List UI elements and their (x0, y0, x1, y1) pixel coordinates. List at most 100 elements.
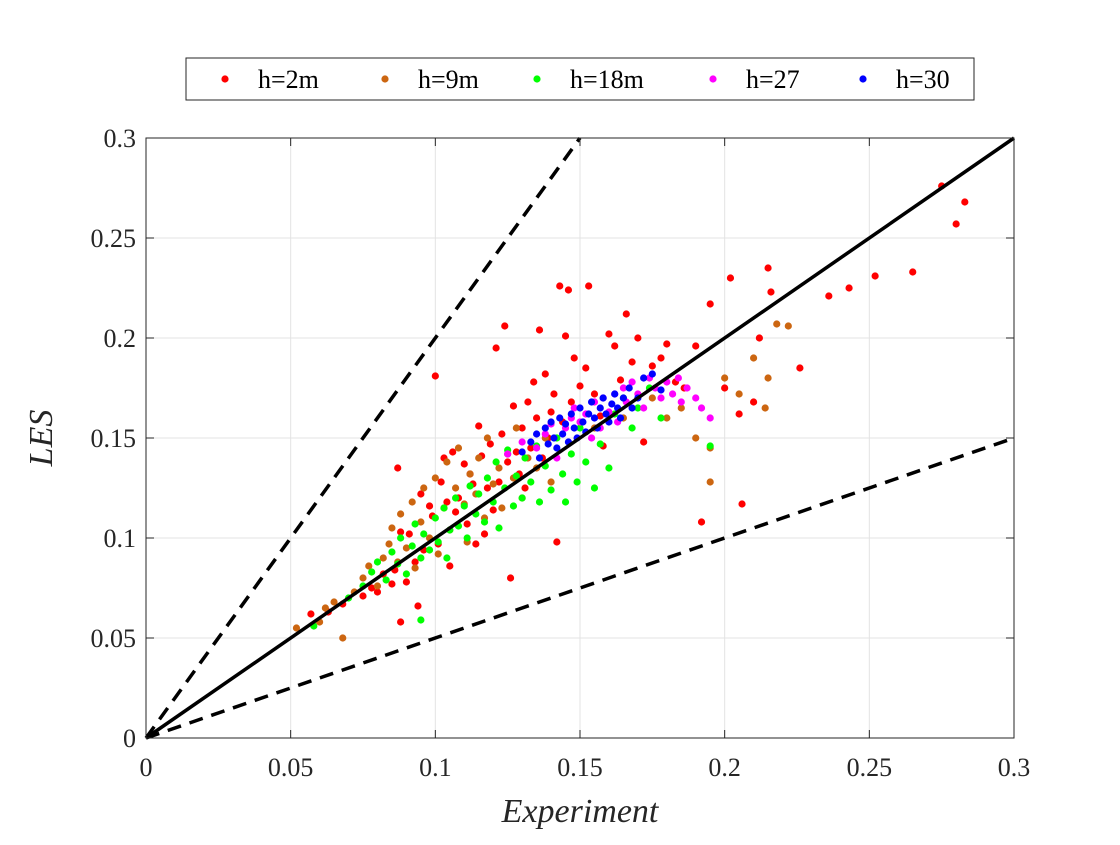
legend-label: h=30 (896, 65, 950, 94)
data-point (764, 374, 772, 382)
data-point (706, 414, 714, 422)
data-point (541, 430, 549, 438)
data-point (550, 434, 558, 442)
data-point (466, 470, 474, 478)
legend-item: h=18m (533, 65, 644, 94)
data-point (796, 364, 804, 372)
data-point (373, 558, 382, 566)
data-point (443, 498, 451, 506)
data-point (564, 286, 573, 294)
data-point (460, 460, 468, 468)
legend-marker (221, 75, 229, 83)
reference-lines (144, 136, 1015, 740)
data-point (677, 398, 685, 406)
data-point (454, 444, 463, 452)
data-point (506, 574, 515, 582)
data-point (556, 282, 564, 290)
data-point (385, 540, 393, 548)
data-point (480, 518, 489, 526)
data-point (657, 414, 665, 422)
bound-line-dashed (145, 436, 1015, 740)
data-point (411, 520, 419, 528)
data-point (518, 438, 526, 446)
data-points (292, 182, 969, 642)
data-point (559, 470, 567, 478)
legend-label: h=27 (746, 65, 800, 94)
data-point (321, 604, 329, 612)
data-point (527, 438, 535, 446)
data-point (388, 548, 396, 556)
data-point (498, 504, 506, 512)
data-point (512, 472, 520, 480)
data-point (463, 520, 471, 528)
data-point (434, 538, 442, 546)
data-point (431, 514, 439, 522)
data-point (697, 518, 706, 526)
series-h=30 (518, 370, 665, 462)
data-point (420, 530, 428, 538)
data-point (608, 400, 616, 408)
data-point (527, 478, 535, 486)
data-point (909, 268, 917, 276)
data-point (463, 534, 471, 542)
data-point (616, 376, 625, 384)
data-point (553, 444, 561, 452)
data-point (738, 500, 746, 508)
data-point (408, 542, 416, 550)
data-point (483, 434, 492, 442)
legend-item: h=30 (859, 65, 950, 94)
data-point (382, 576, 390, 584)
data-point (495, 524, 503, 532)
data-point (674, 374, 682, 382)
data-point (451, 484, 460, 492)
data-point (446, 562, 454, 570)
data-point (397, 528, 405, 536)
data-point (561, 498, 570, 506)
data-point (402, 544, 410, 552)
data-point (611, 390, 619, 398)
data-point (535, 498, 544, 506)
legend-marker (533, 75, 541, 83)
data-point (764, 264, 772, 272)
y-axis-label: LES (23, 410, 60, 468)
data-point (625, 384, 633, 392)
x-tick-label: 0.3 (998, 753, 1031, 782)
data-point (579, 418, 587, 426)
data-point (567, 410, 575, 418)
data-point (417, 554, 425, 562)
data-point (648, 370, 656, 378)
data-point (634, 404, 642, 412)
data-point (472, 540, 480, 548)
data-point (541, 424, 549, 432)
legend-item: h=2m (221, 65, 319, 94)
data-point (547, 408, 555, 416)
data-point (451, 494, 460, 502)
legend-label: h=18m (570, 65, 644, 94)
data-point (411, 558, 419, 566)
data-point (721, 374, 729, 382)
data-point (475, 490, 483, 498)
data-point (512, 448, 520, 456)
data-point (570, 424, 578, 432)
data-point (547, 418, 555, 426)
data-point (553, 538, 561, 546)
data-point (556, 414, 564, 422)
data-point (587, 398, 596, 406)
data-point (605, 330, 613, 338)
data-point (590, 390, 599, 398)
data-point (961, 198, 969, 206)
data-point (527, 444, 535, 452)
data-point (388, 580, 396, 588)
data-point (547, 478, 555, 486)
data-point (648, 362, 656, 370)
data-point (521, 454, 529, 462)
data-point (449, 448, 457, 456)
data-point (402, 570, 410, 578)
data-point (518, 494, 526, 502)
y-axis-ticks: 0 0.05 0.1 0.15 0.2 0.25 0.3 (91, 124, 1014, 753)
data-point (431, 474, 439, 482)
data-point (535, 454, 544, 462)
data-point (871, 272, 879, 280)
data-point (417, 616, 425, 624)
